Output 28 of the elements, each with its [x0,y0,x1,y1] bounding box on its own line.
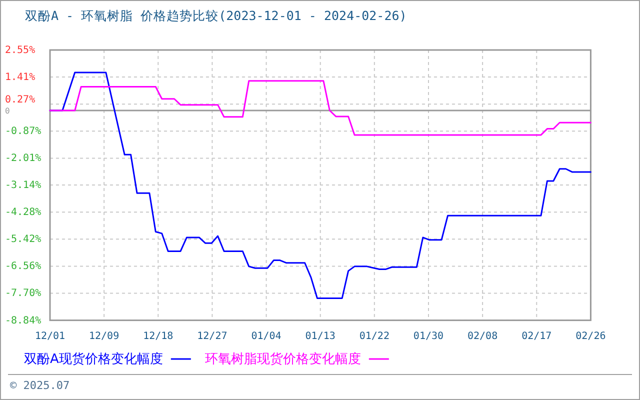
text: © 2025.07 [10,378,70,392]
x-tick-label: 02/26 [576,330,606,342]
legend-label: 环氧树脂现货价格变化幅度 [204,350,361,366]
y-tick-label: -4.28% [5,206,42,218]
x-tick-label: 01/04 [251,330,282,342]
x-tick-label: 01/30 [413,330,444,342]
x-tick-label: 01/22 [359,330,390,342]
y-tick-label: -3.14% [5,180,42,191]
line-series [49,80,592,136]
x-tick-label: 12/01 [34,330,66,342]
y-tick-label: 0.27% [5,94,36,105]
y-tick-label: -5.42% [5,234,42,245]
y-tick-label: -2.01% [5,152,42,164]
y-tick-label: -8.84% [5,314,42,326]
y-tick-label: -0.87% [5,126,42,137]
y-tick-label: 2.55% [5,44,36,56]
y-tick-label: -7.70% [5,288,42,299]
y-tick-label: 0 [5,106,10,116]
chart-title: 双酚A - 环氧树脂 价格趋势比较(2023-12-01 - 2024-02-26) [25,8,407,22]
x-tick-label: 02/17 [522,330,552,342]
legend-label: 双酚A现货价格变化幅度 [24,350,163,366]
y-tick-label: -6.56% [5,260,42,272]
x-tick-label: 12/09 [89,330,120,342]
x-tick-label: 02/08 [468,330,498,342]
x-tick-label: 01/13 [305,330,336,342]
x-tick-label: 12/27 [197,330,228,342]
y-tick-label: 1.41% [5,72,36,83]
x-tick-label: 12/18 [143,330,174,342]
